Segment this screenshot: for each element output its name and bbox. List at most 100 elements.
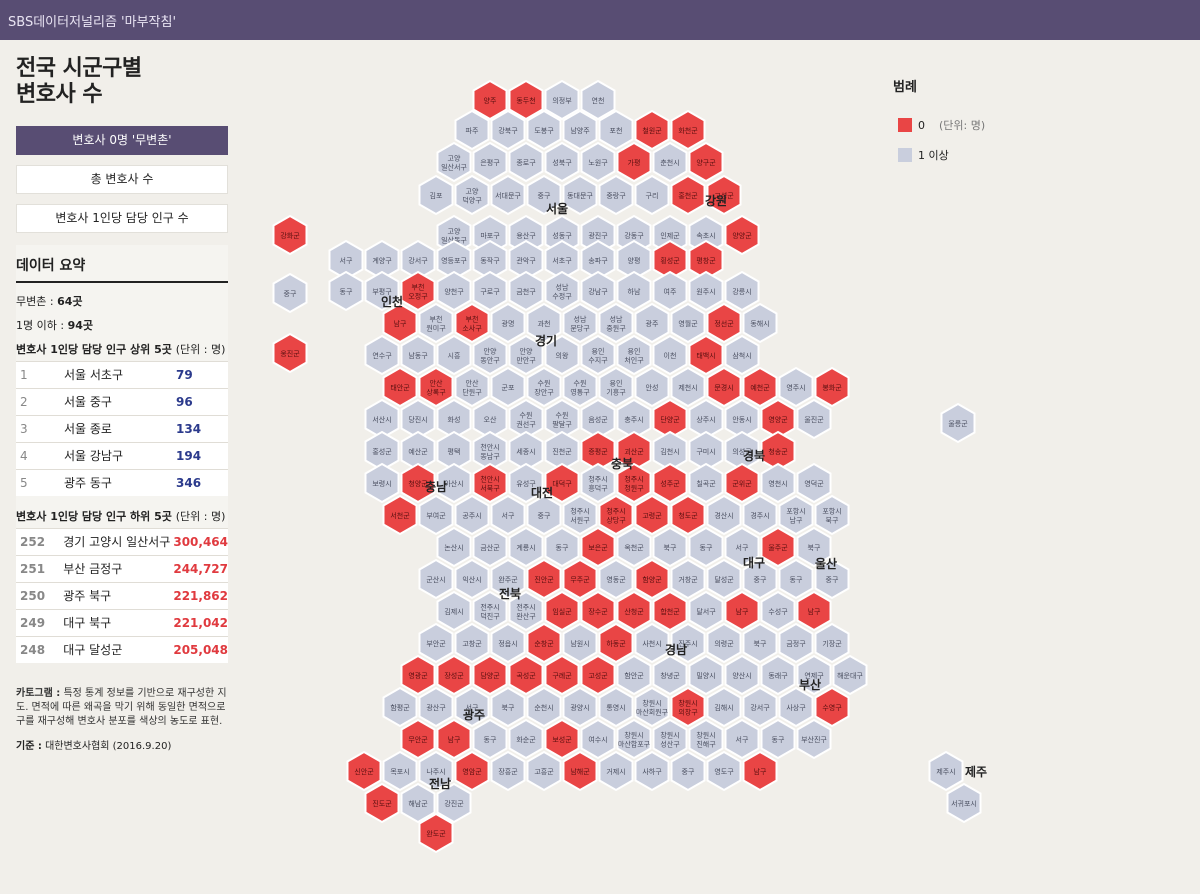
district-hex[interactable]: 산청군 [616,590,652,632]
district-hex[interactable]: 하동군 [598,622,634,664]
district-hex[interactable]: 거창군 [670,558,706,600]
district-hex[interactable]: 광산구 [418,686,454,728]
district-hex[interactable]: 달성군 [706,558,742,600]
district-hex[interactable]: 중구 [272,272,308,314]
district-hex[interactable]: 사하구 [634,750,670,792]
district-hex[interactable]: 기장군 [814,622,850,664]
district-hex[interactable]: 영주시 [778,366,814,408]
district-hex[interactable]: 가평 [616,141,652,183]
district-hex[interactable]: 경산시 [706,494,742,536]
district-hex[interactable]: 북구 [652,526,688,568]
district-hex[interactable]: 동구 [688,526,724,568]
district-hex[interactable]: 제천시 [670,366,706,408]
district-hex[interactable]: 화순군 [508,718,544,760]
zero-lawyer-button[interactable]: 변호사 0명 '무변촌' [16,126,228,155]
district-hex[interactable]: 임실군 [544,590,580,632]
district-hex[interactable]: 정선군 [706,302,742,344]
district-hex[interactable]: 대덕구 [544,462,580,504]
district-hex[interactable]: 강릉시 [724,270,760,312]
district-hex[interactable]: 계룡시 [508,526,544,568]
district-hex[interactable]: 강북구 [490,109,526,151]
district-hex[interactable]: 강화군 [272,214,308,256]
district-hex[interactable]: 중구 [670,750,706,792]
district-hex[interactable]: 청양군 [400,462,436,504]
district-hex[interactable]: 고성군 [580,654,616,696]
district-hex[interactable]: 곡성군 [508,654,544,696]
district-hex[interactable]: 동구 [472,718,508,760]
district-hex[interactable]: 군산시 [418,558,454,600]
district-hex[interactable]: 진도군 [364,782,400,824]
district-hex[interactable]: 군위군 [724,462,760,504]
district-hex[interactable]: 양천구 [436,270,472,312]
district-hex[interactable]: 광주 [634,302,670,344]
district-hex[interactable]: 함안군 [616,654,652,696]
district-hex[interactable]: 춘천시 [652,141,688,183]
district-hex[interactable]: 태안군 [382,366,418,408]
district-hex[interactable]: 해운대구 [832,654,868,696]
district-hex[interactable]: 양산시 [724,654,760,696]
district-hex[interactable]: 서구 [454,686,490,728]
district-hex[interactable]: 완주군 [490,558,526,600]
district-hex[interactable]: 동구 [544,526,580,568]
district-hex[interactable]: 과천 [526,302,562,344]
district-hex[interactable]: 광양시 [562,686,598,728]
district-hex[interactable]: 양주 [472,79,508,121]
district-hex[interactable]: 파주 [454,109,490,151]
district-hex[interactable]: 서대문구 [490,174,526,216]
district-hex[interactable]: 동두천 [508,79,544,121]
district-hex[interactable]: 금천구 [508,270,544,312]
district-hex[interactable]: 연천 [580,79,616,121]
district-hex[interactable]: 중구 [814,558,850,600]
district-hex[interactable]: 중구 [526,494,562,536]
district-hex[interactable]: 진안군 [526,558,562,600]
district-hex[interactable]: 금정구 [778,622,814,664]
district-hex[interactable]: 남구 [382,302,418,344]
district-hex[interactable]: 옹진군 [272,332,308,374]
district-hex[interactable]: 여수시 [580,718,616,760]
district-hex[interactable]: 부안군 [418,622,454,664]
district-hex[interactable]: 중구 [742,558,778,600]
district-hex[interactable]: 남구 [724,590,760,632]
population-per-lawyer-button[interactable]: 변호사 1인당 담당 인구 수 [16,204,228,233]
district-hex[interactable]: 함평군 [382,686,418,728]
district-hex[interactable]: 금산군 [472,526,508,568]
district-hex[interactable]: 합천군 [652,590,688,632]
district-hex[interactable]: 영천시 [760,462,796,504]
district-hex[interactable]: 포천 [598,109,634,151]
district-hex[interactable]: 고흥군 [526,750,562,792]
district-hex[interactable]: 남해군 [562,750,598,792]
district-hex[interactable]: 영광군 [400,654,436,696]
district-hex[interactable]: 울진군 [796,398,832,440]
district-hex[interactable]: 칠곡군 [688,462,724,504]
district-hex[interactable]: 강진군 [436,782,472,824]
district-hex[interactable]: 목포시 [382,750,418,792]
district-hex[interactable]: 연제구 [796,654,832,696]
district-hex[interactable]: 논산시 [436,526,472,568]
district-hex[interactable]: 고령군 [634,494,670,536]
district-hex[interactable]: 북구 [742,622,778,664]
district-hex[interactable]: 종로구 [508,141,544,183]
district-hex[interactable]: 유성구 [508,462,544,504]
district-hex[interactable]: 동구 [328,270,364,312]
district-hex[interactable]: 이천 [652,334,688,376]
